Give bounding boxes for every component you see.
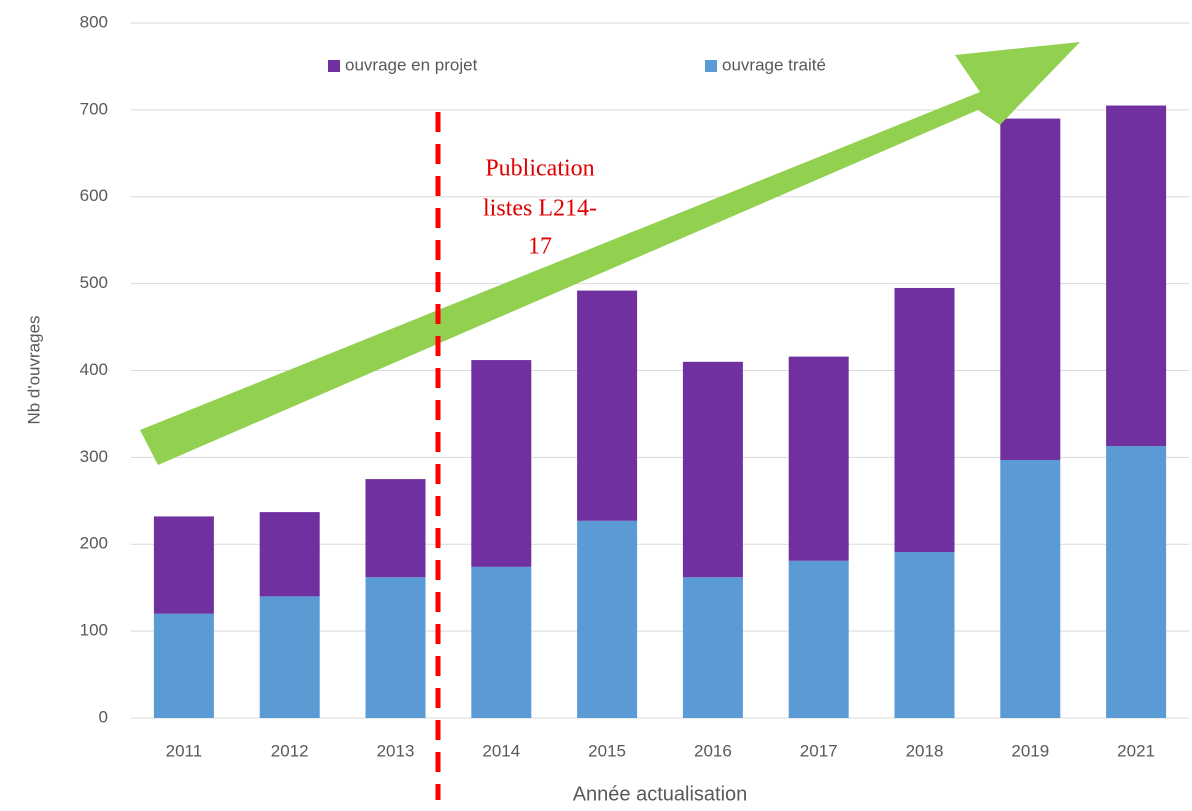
y-tick-label: 0: [99, 707, 108, 726]
bar-segment: [577, 520, 638, 718]
y-tick-label: 700: [80, 99, 108, 118]
x-tick-label: 2014: [482, 741, 520, 760]
bar-segment: [365, 577, 426, 718]
annotation: 17: [528, 234, 552, 260]
legend-label: ouvrage en projet: [345, 55, 478, 74]
x-tick-label: 2013: [377, 741, 415, 760]
x-tick-label: 2011: [166, 741, 203, 760]
x-tick-label: 2012: [271, 741, 309, 760]
annotation: listes L214-: [483, 196, 597, 222]
legend-swatch: [705, 60, 717, 72]
bar-segment: [682, 577, 743, 718]
x-tick-label: 2015: [588, 741, 626, 760]
bar-segment: [1106, 446, 1167, 718]
bar-segment: [1000, 118, 1061, 460]
legend-label: ouvrage traité: [722, 55, 826, 74]
bar-segment: [1000, 459, 1061, 718]
x-tick-label: 2016: [694, 741, 732, 760]
x-tick-label: 2021: [1117, 741, 1155, 760]
bar-segment: [153, 516, 214, 614]
y-axis-label: Nb d'ouvrages: [24, 315, 43, 424]
y-tick-label: 300: [80, 447, 108, 466]
bar-segment: [471, 360, 532, 567]
y-tick-label: 800: [80, 12, 108, 31]
bar-segment: [894, 287, 955, 553]
bar-segment: [788, 356, 849, 561]
bar-segment: [471, 566, 532, 718]
bar-segment: [259, 596, 320, 718]
bar-segment: [577, 290, 638, 521]
legend-swatch: [328, 60, 340, 72]
trend-arrow: [140, 42, 1080, 465]
bar-segment: [894, 552, 955, 718]
x-tick-label: 2017: [800, 741, 838, 760]
y-tick-label: 600: [80, 186, 108, 205]
bar-segment: [682, 361, 743, 578]
y-tick-label: 200: [80, 534, 108, 553]
bar-segment: [259, 512, 320, 597]
x-tick-label: 2018: [906, 741, 944, 760]
bar-segment: [153, 613, 214, 718]
y-tick-label: 400: [80, 360, 108, 379]
bar-segment: [1106, 105, 1167, 447]
x-tick-label: 2019: [1011, 741, 1049, 760]
bar-segment: [365, 479, 426, 578]
bar-segment: [788, 560, 849, 718]
y-tick-label: 500: [80, 273, 108, 292]
y-tick-label: 100: [80, 621, 108, 640]
annotation: Publication: [485, 156, 594, 182]
x-axis-label: Année actualisation: [573, 783, 748, 805]
